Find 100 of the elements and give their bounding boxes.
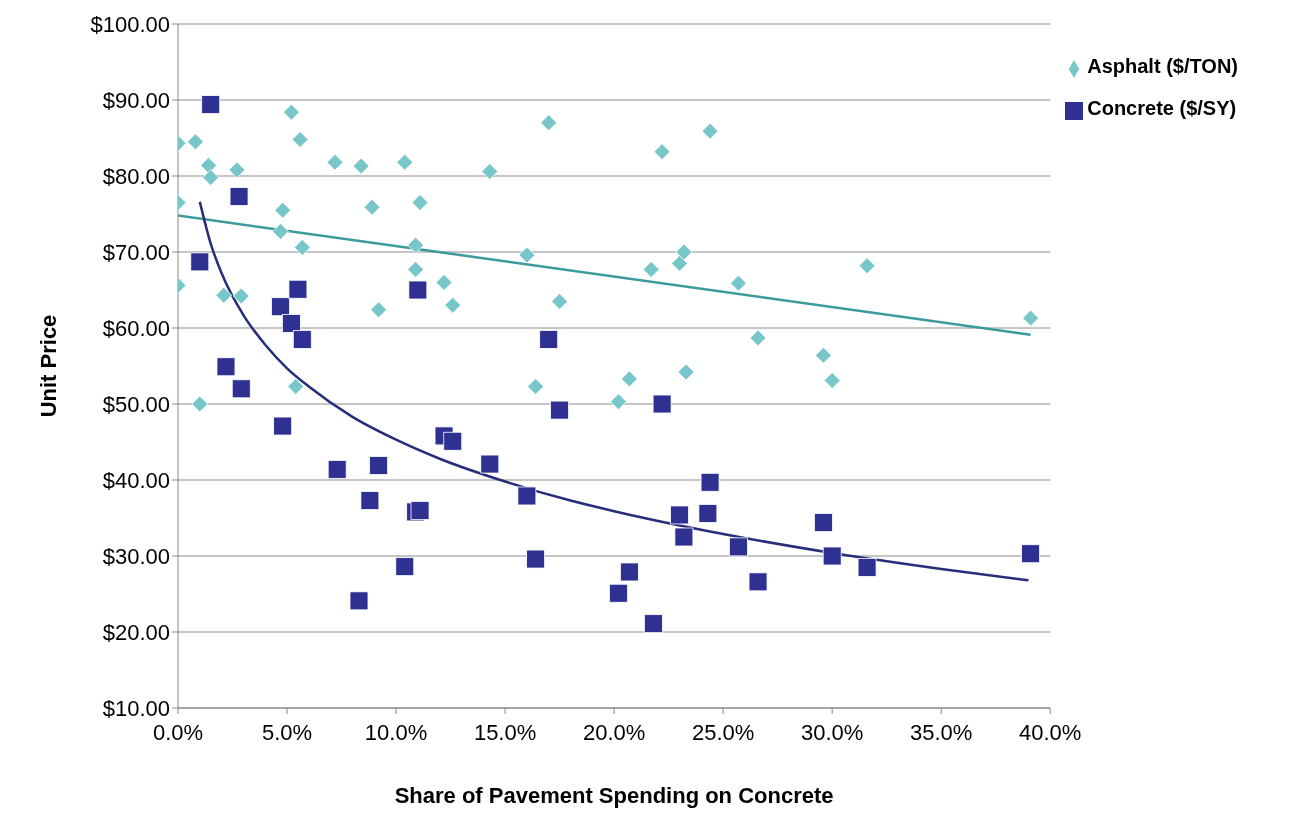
point [701, 122, 719, 140]
point [273, 416, 293, 436]
point [291, 131, 309, 148]
point [272, 223, 289, 240]
point [369, 456, 389, 475]
y-tick-label: $30.00 [102, 543, 170, 569]
point [540, 114, 558, 132]
point [407, 236, 425, 254]
point [527, 378, 545, 395]
x-tick-label: 15.0% [473, 719, 537, 745]
point [698, 504, 718, 523]
y-tick-label: $80.00 [102, 163, 170, 189]
x-tick-label: 0.0% [152, 719, 204, 745]
point [396, 153, 414, 171]
point [481, 163, 499, 180]
point [349, 591, 369, 611]
y-axis-title: Unit Price [35, 314, 61, 418]
point [642, 261, 660, 278]
point [517, 486, 537, 506]
point [228, 161, 246, 179]
point [730, 274, 747, 292]
point [675, 243, 693, 261]
point [444, 296, 462, 314]
y-tick-label: $50.00 [102, 391, 170, 417]
point [360, 491, 380, 510]
point [187, 133, 204, 151]
x-tick-label: 30.0% [800, 719, 864, 745]
point [610, 393, 627, 411]
y-tick-label: $100.00 [90, 11, 170, 37]
point [674, 527, 694, 547]
point [858, 257, 876, 275]
x-tick-label: 20.0% [582, 719, 646, 745]
point [1022, 309, 1040, 327]
x-tick-label: 10.0% [364, 719, 428, 745]
point [526, 549, 546, 569]
point [370, 301, 388, 319]
point [671, 255, 688, 272]
line-series [198, 200, 1030, 582]
point [435, 274, 453, 291]
point [1021, 544, 1041, 564]
x-tick-label: 35.0% [910, 719, 973, 745]
point [748, 572, 768, 592]
point [643, 614, 663, 634]
point [232, 287, 250, 305]
point [293, 239, 311, 256]
point [352, 157, 370, 175]
point [729, 537, 748, 557]
point [518, 246, 536, 264]
point [327, 459, 347, 479]
point [550, 400, 569, 420]
point [326, 153, 344, 171]
point [677, 363, 695, 381]
point [271, 297, 290, 317]
point [749, 329, 767, 347]
point [408, 280, 428, 300]
x-tick-label: 5.0% [261, 719, 313, 745]
point [282, 103, 300, 121]
point [823, 372, 841, 389]
point [857, 558, 877, 577]
point [480, 454, 500, 474]
point [395, 557, 415, 577]
legend-label: Concrete ($/SY) [1087, 97, 1237, 119]
point [274, 201, 292, 219]
y-tick-label: $70.00 [102, 239, 170, 265]
point [411, 194, 429, 211]
point [407, 261, 425, 278]
point [619, 562, 639, 582]
point [652, 394, 672, 414]
point [231, 379, 251, 399]
legend-label: Asphalt ($/TON) [1087, 55, 1238, 77]
y-tick-label: $10.00 [102, 695, 170, 721]
x-tick-label: 25.0% [691, 719, 755, 745]
point [700, 472, 720, 492]
y-tick-label: $60.00 [102, 315, 170, 341]
x-axis-title: Share of Pavement Spending on Concrete [394, 783, 834, 808]
point [292, 330, 312, 349]
point [814, 513, 833, 532]
point [363, 198, 381, 216]
point [202, 169, 220, 186]
point [609, 583, 628, 603]
point [215, 286, 233, 304]
point [216, 357, 236, 377]
point [539, 330, 559, 349]
y-tick-label: $20.00 [102, 619, 170, 645]
point [288, 279, 308, 299]
point [201, 95, 221, 114]
point [190, 252, 210, 272]
x-tick-label: 40.0% [1019, 719, 1082, 745]
y-tick-label: $90.00 [102, 87, 170, 113]
point [551, 293, 568, 310]
point [815, 346, 832, 364]
point [620, 370, 638, 388]
point [443, 431, 463, 451]
point [191, 395, 209, 413]
point [281, 314, 301, 333]
point [670, 505, 689, 525]
point [287, 378, 305, 395]
point [653, 143, 671, 161]
point [822, 546, 842, 566]
y-tick-label: $40.00 [102, 467, 170, 493]
